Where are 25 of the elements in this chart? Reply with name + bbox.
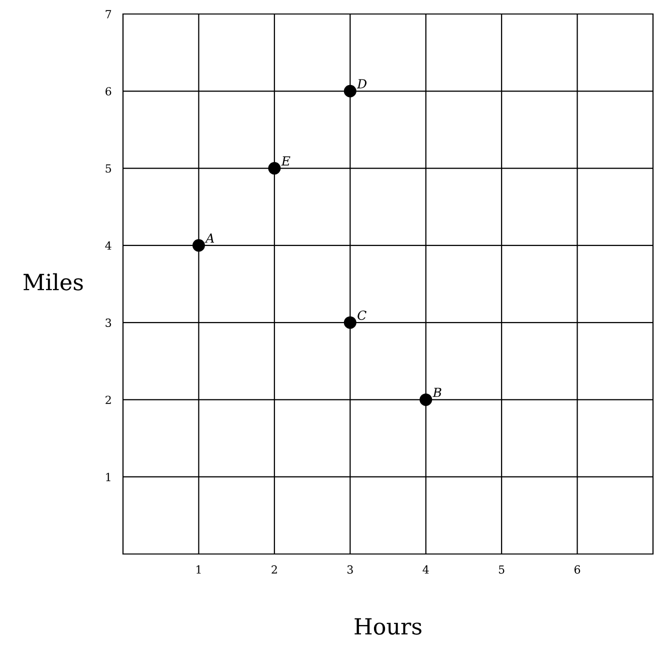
x-tick-label: 4 [422, 565, 429, 574]
point [268, 162, 281, 175]
y-tick-label: 5 [106, 164, 112, 173]
y-tick-label: 7 [106, 10, 112, 18]
point [192, 239, 205, 252]
annotation: D [356, 79, 367, 88]
x-tick-label: 3 [347, 565, 353, 574]
y-tick-label: 4 [105, 241, 112, 250]
y-tick-label: 1 [106, 472, 110, 482]
y-tick-label: 2 [106, 396, 111, 404]
x-tick-label: 2 [272, 565, 277, 574]
point [344, 316, 356, 329]
x-tick-label: 1 [196, 565, 201, 574]
point [344, 84, 356, 98]
y-axis-title: Miles [24, 273, 83, 290]
y-tick-label: 3 [106, 318, 112, 327]
x-axis-title: Hours [354, 618, 422, 635]
y-tick-label: 6 [106, 87, 112, 96]
x-tick-label: 6 [574, 565, 580, 574]
annotation: A [204, 234, 214, 243]
annotation: C [358, 310, 366, 320]
x-tick-label: 5 [498, 565, 504, 574]
annotation: E [281, 156, 290, 166]
annotation: B [432, 388, 442, 397]
point [420, 393, 432, 406]
